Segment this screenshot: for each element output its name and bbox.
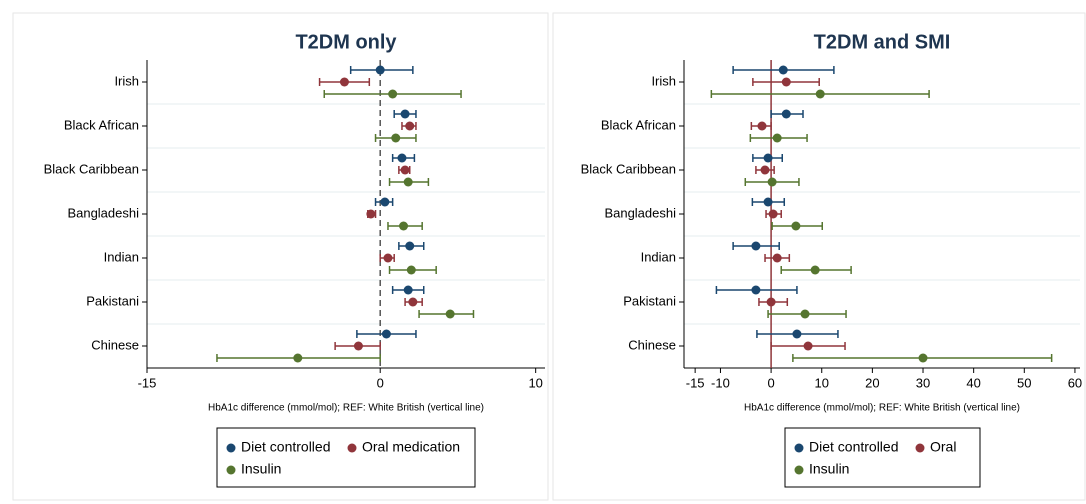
- legend-label: Insulin: [241, 461, 281, 477]
- point: [810, 265, 820, 275]
- y-tick-label: Indian: [104, 249, 139, 264]
- point: [405, 121, 415, 131]
- point: [815, 89, 825, 99]
- panel-border: [552, 12, 1086, 501]
- legend-marker: [794, 465, 804, 475]
- panel-border: [12, 12, 549, 501]
- point: [353, 341, 363, 351]
- y-tick-label: Irish: [651, 73, 676, 88]
- legend-label: Diet controlled: [241, 439, 331, 455]
- point: [766, 297, 776, 307]
- point: [772, 253, 782, 263]
- y-tick-label: Indian: [641, 249, 676, 264]
- chart-title: T2DM and SMI: [814, 31, 951, 53]
- x-tick-label: 0: [377, 375, 384, 390]
- x-tick-label: 50: [1017, 375, 1031, 390]
- point: [403, 177, 413, 187]
- y-tick-label: Black African: [601, 117, 676, 132]
- point: [751, 285, 761, 295]
- y-tick-label: Chinese: [91, 337, 139, 352]
- chart-title: T2DM only: [295, 31, 397, 53]
- y-tick-label: Bangladeshi: [604, 205, 676, 220]
- point: [388, 89, 398, 99]
- point: [778, 65, 788, 75]
- point: [391, 133, 401, 143]
- point: [792, 329, 802, 339]
- legend-label: Oral: [930, 439, 956, 455]
- y-tick-label: Black African: [64, 117, 139, 132]
- x-tick-label: 10: [528, 375, 542, 390]
- legend-marker: [915, 443, 925, 453]
- point: [397, 153, 407, 163]
- legend-label: Diet controlled: [809, 439, 899, 455]
- y-tick-label: Bangladeshi: [67, 205, 139, 220]
- point: [757, 121, 767, 131]
- legend-label: Oral medication: [362, 439, 460, 455]
- point: [400, 109, 410, 119]
- point: [403, 285, 413, 295]
- point: [383, 253, 393, 263]
- point: [406, 265, 416, 275]
- point: [768, 209, 778, 219]
- point: [405, 241, 415, 251]
- y-tick-label: Black Caribbean: [44, 161, 139, 176]
- point: [763, 197, 773, 207]
- x-tick-label: 10: [815, 375, 829, 390]
- x-tick-label: -15: [686, 375, 705, 390]
- point: [781, 109, 791, 119]
- point: [803, 341, 813, 351]
- y-tick-label: Pakistani: [86, 293, 139, 308]
- point: [408, 297, 418, 307]
- point: [760, 165, 770, 175]
- point: [918, 353, 928, 363]
- x-tick-label: 20: [865, 375, 879, 390]
- point: [767, 177, 777, 187]
- point: [800, 309, 810, 319]
- legend-box: [216, 427, 476, 488]
- point: [791, 221, 801, 231]
- x-tick-label: 40: [966, 375, 980, 390]
- point: [366, 209, 376, 219]
- legend-marker: [226, 465, 236, 475]
- y-tick-label: Pakistani: [623, 293, 676, 308]
- point: [751, 241, 761, 251]
- point: [380, 197, 390, 207]
- point: [339, 77, 349, 87]
- x-axis-label: HbA1c difference (mmol/mol); REF: White …: [208, 403, 484, 414]
- y-tick-label: Irish: [114, 73, 139, 88]
- x-tick-label: 60: [1068, 375, 1082, 390]
- legend-box: [784, 427, 981, 488]
- legend-marker: [347, 443, 357, 453]
- y-tick-label: Black Caribbean: [581, 161, 676, 176]
- x-tick-label: -15: [138, 375, 157, 390]
- point: [772, 133, 782, 143]
- point: [763, 153, 773, 163]
- y-tick-label: Chinese: [628, 337, 676, 352]
- legend-marker: [794, 443, 804, 453]
- x-tick-label: 0: [767, 375, 774, 390]
- x-tick-label: -10: [711, 375, 730, 390]
- point: [400, 165, 410, 175]
- legend-label: Insulin: [809, 461, 849, 477]
- point: [381, 329, 391, 339]
- legend-marker: [226, 443, 236, 453]
- x-tick-label: 30: [916, 375, 930, 390]
- point: [445, 309, 455, 319]
- point: [399, 221, 409, 231]
- x-axis-label: HbA1c difference (mmol/mol); REF: White …: [744, 403, 1020, 414]
- point: [781, 77, 791, 87]
- point: [375, 65, 385, 75]
- point: [293, 353, 303, 363]
